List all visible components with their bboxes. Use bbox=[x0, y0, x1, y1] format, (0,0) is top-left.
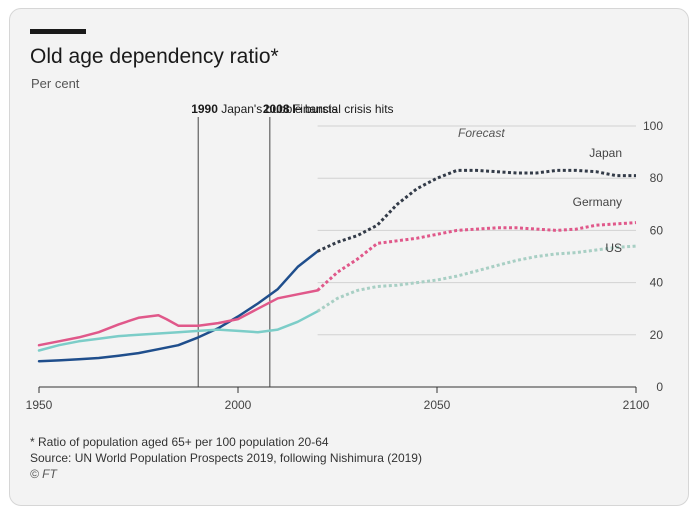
copyright: © FT bbox=[30, 467, 57, 481]
event-description: Financial crisis hits bbox=[290, 102, 394, 116]
series-lines bbox=[37, 168, 637, 363]
us-line-historical bbox=[37, 310, 319, 352]
x-tick-label: 2050 bbox=[424, 398, 451, 412]
grid-lines bbox=[38, 125, 637, 393]
line-chart: 0 20 40 60 80 100 1950 2000 2050 2100 1990 Japan's… bbox=[26, 102, 664, 412]
japan-line-forecast bbox=[316, 168, 636, 253]
germany-line-forecast bbox=[316, 221, 637, 292]
chart-title: Old age dependency ratio* bbox=[30, 45, 279, 68]
us-series-label: US bbox=[605, 241, 622, 255]
y-tick-label: 0 bbox=[656, 380, 663, 394]
event-description: Japan's bubble bursts bbox=[218, 102, 338, 116]
x-tick-label: 2000 bbox=[225, 398, 252, 412]
event-label-2008: 2008 Financial crisis hits bbox=[263, 102, 394, 116]
footer: * Ratio of population aged 65+ per 100 p… bbox=[30, 434, 422, 482]
y-tick-label: 20 bbox=[650, 328, 664, 342]
forecast-label: Forecast bbox=[458, 126, 505, 140]
event-year: 1990 bbox=[191, 102, 218, 116]
japan-line-historical bbox=[37, 250, 319, 363]
y-tick-label: 100 bbox=[643, 119, 663, 133]
event-markers bbox=[197, 117, 271, 387]
footnote: * Ratio of population aged 65+ per 100 p… bbox=[30, 435, 329, 449]
y-tick-label: 40 bbox=[650, 276, 664, 290]
source-note: Source: UN World Population Prospects 20… bbox=[30, 451, 422, 465]
us-line-forecast bbox=[316, 244, 637, 313]
event-year: 2008 bbox=[263, 102, 290, 116]
event-label-1990: 1990 Japan's bubble bursts bbox=[191, 102, 337, 116]
chart-labels: 0 20 40 60 80 100 1950 2000 2050 2100 1990 Japan's… bbox=[26, 102, 664, 412]
x-tick-label: 2100 bbox=[623, 398, 650, 412]
y-tick-label: 80 bbox=[650, 171, 664, 185]
chart-subtitle: Per cent bbox=[31, 76, 80, 91]
germany-series-label: Germany bbox=[573, 195, 622, 209]
x-tick-label: 1950 bbox=[26, 398, 53, 412]
y-tick-label: 60 bbox=[650, 223, 664, 237]
germany-line-historical bbox=[37, 289, 319, 347]
japan-series-label: Japan bbox=[589, 146, 622, 160]
chart-card: Old age dependency ratio* Per cent 0 20 40… bbox=[9, 8, 689, 506]
accent-bar bbox=[30, 29, 86, 34]
